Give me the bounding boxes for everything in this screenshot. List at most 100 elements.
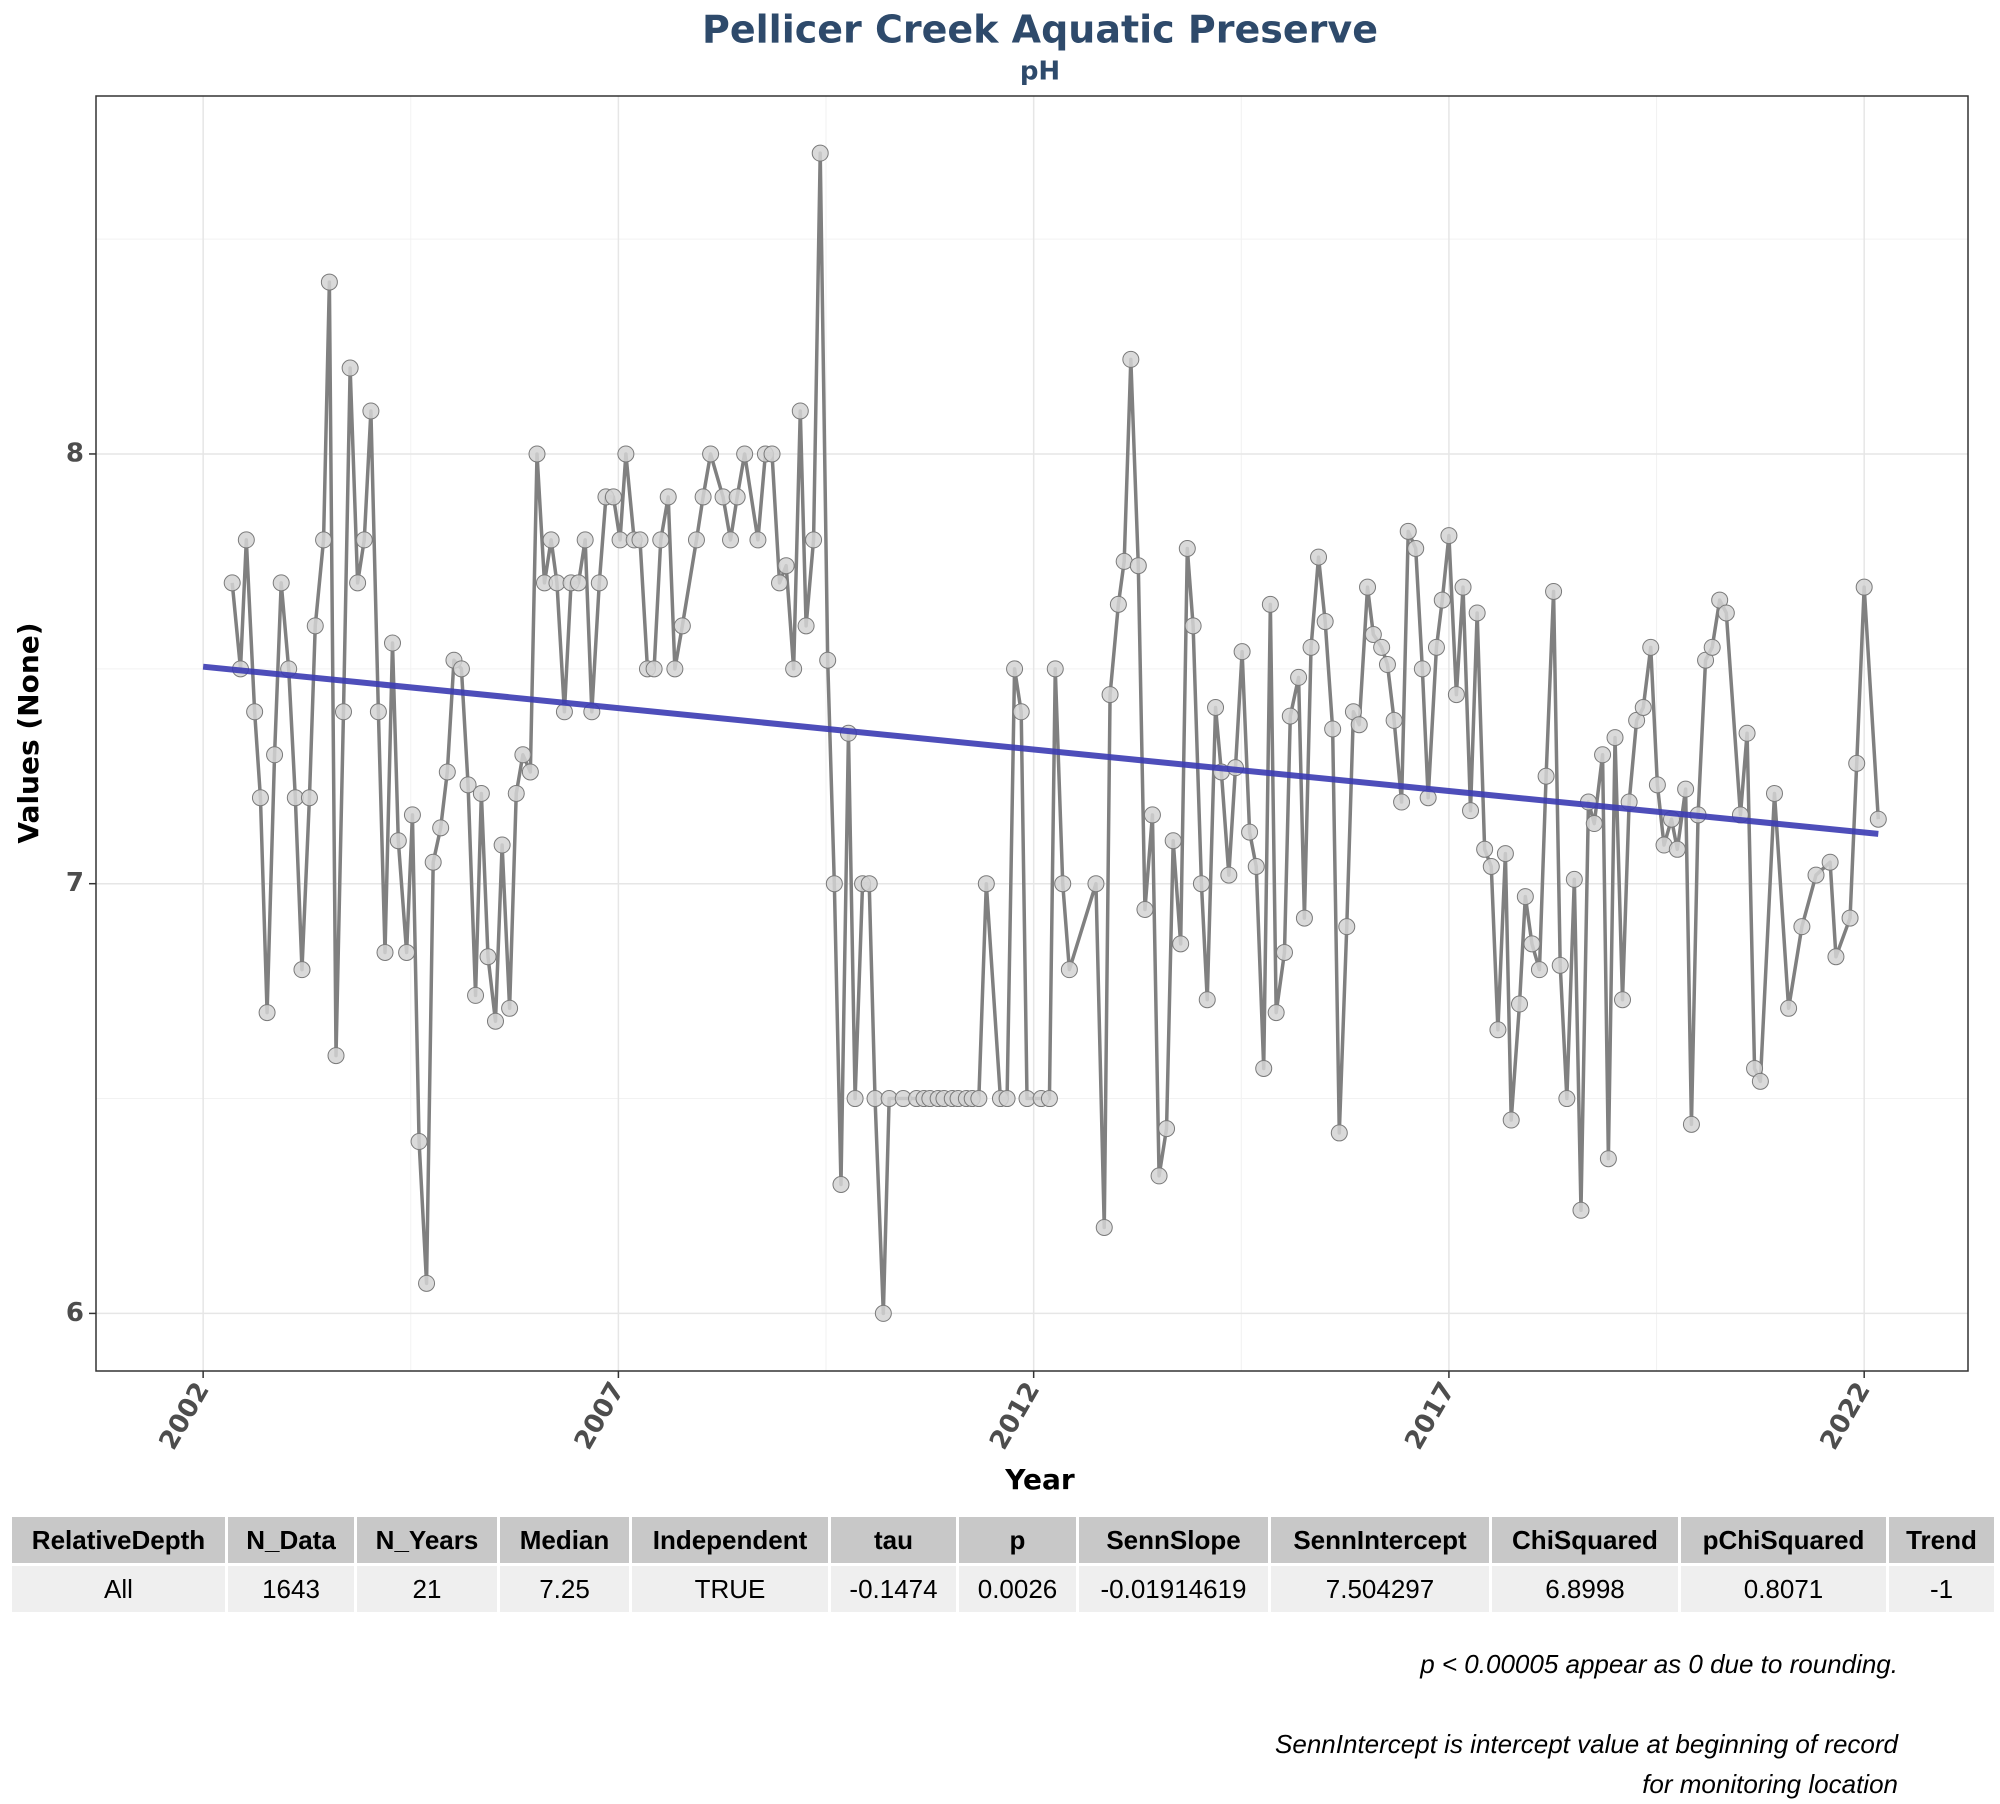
data-point	[542, 531, 560, 549]
data-point	[1247, 858, 1265, 876]
data-point	[1006, 660, 1024, 678]
data-point	[1614, 991, 1632, 1009]
data-point	[1385, 711, 1403, 729]
data-point	[389, 832, 407, 850]
table-cell: TRUE	[629, 1563, 831, 1615]
chart-subtitle: pH	[1020, 57, 1060, 87]
data-point	[970, 1090, 988, 1108]
data-point	[1855, 578, 1873, 596]
table-cell: 7.504297	[1268, 1563, 1492, 1615]
data-point	[237, 531, 255, 549]
data-point	[300, 789, 318, 807]
data-point	[1364, 625, 1382, 643]
data-point	[666, 660, 684, 678]
data-point	[1793, 918, 1811, 936]
table-cell: 1643	[225, 1563, 357, 1615]
column-header: SennIntercept	[1268, 1514, 1492, 1566]
data-point	[501, 999, 519, 1017]
data-point	[341, 359, 359, 377]
data-point	[452, 660, 470, 678]
data-point	[1060, 961, 1078, 979]
data-point	[1350, 716, 1368, 734]
data-point	[349, 574, 367, 592]
data-line	[230, 151, 1881, 1316]
data-point	[293, 961, 311, 979]
data-point	[749, 531, 767, 549]
data-point	[590, 574, 608, 592]
data-point	[438, 763, 456, 781]
data-point	[1703, 638, 1721, 656]
data-point	[1523, 935, 1541, 953]
data-point	[1220, 866, 1238, 884]
x-tick-label: 2017	[1399, 1377, 1461, 1455]
data-point	[1046, 660, 1064, 678]
data-point	[1115, 552, 1133, 570]
data-point	[383, 634, 401, 652]
data-point	[1378, 656, 1396, 674]
data-point	[1558, 1090, 1576, 1108]
data-point	[1462, 802, 1480, 820]
data-point	[306, 617, 324, 635]
x-tick-label: 2007	[569, 1377, 631, 1455]
column-header: tau	[828, 1514, 959, 1566]
data-point	[1012, 703, 1030, 721]
data-point	[272, 574, 290, 592]
data-point	[1821, 853, 1839, 871]
data-point	[1738, 724, 1756, 742]
data-point	[1136, 900, 1154, 918]
data-point	[1572, 1201, 1590, 1219]
data-point	[722, 531, 740, 549]
column-header: N_Years	[354, 1514, 500, 1566]
column-header: ChiSquared	[1489, 1514, 1681, 1566]
data-point	[286, 789, 304, 807]
data-point	[315, 531, 333, 549]
data-point	[403, 806, 421, 824]
table-row: All 1643 21 7.25 TRUE -0.1474 0.0026 -0.0191461…	[9, 1563, 1997, 1615]
data-point	[1143, 806, 1161, 824]
table-cell: 21	[354, 1563, 500, 1615]
data-point	[1359, 578, 1377, 596]
chart: Pellicer Creek Aquatic Preserve pH Year …	[12, 8, 1969, 1496]
data-point	[362, 402, 380, 420]
data-point	[1594, 746, 1612, 764]
data-point	[604, 488, 622, 506]
data-point	[1565, 870, 1583, 888]
data-point	[1433, 591, 1451, 609]
column-header: SennSlope	[1076, 1514, 1271, 1566]
data-point	[1399, 522, 1417, 540]
data-point	[1095, 1218, 1113, 1236]
table-header: RelativeDepth N_Data N_Years Median Independ…	[9, 1514, 1997, 1566]
data-point	[846, 1090, 864, 1108]
data-point	[777, 557, 795, 575]
x-axis-label: Year	[1004, 1463, 1075, 1496]
data-point	[1551, 956, 1569, 974]
data-point	[805, 531, 823, 549]
data-point	[334, 703, 352, 721]
data-point	[1677, 780, 1695, 798]
data-point	[631, 531, 649, 549]
data-point	[521, 763, 539, 781]
trend-line	[202, 663, 1879, 837]
data-point	[1511, 995, 1529, 1013]
data-point	[1150, 1167, 1168, 1185]
data-point	[825, 875, 843, 893]
data-point	[251, 789, 269, 807]
data-point	[398, 943, 416, 961]
data-point	[1172, 935, 1190, 953]
data-point	[355, 531, 373, 549]
data-point	[369, 703, 387, 721]
y-axis-label: Values (None)	[12, 622, 45, 843]
data-point	[528, 445, 546, 463]
data-point	[1281, 707, 1299, 725]
stats-table: RelativeDepth N_Data N_Years Median Independ…	[9, 1514, 1997, 1615]
data-point	[1599, 1150, 1617, 1168]
data-point	[1295, 909, 1313, 927]
data-point	[832, 1175, 850, 1193]
data-point	[860, 875, 878, 893]
data-point	[548, 574, 566, 592]
data-point	[1780, 999, 1798, 1017]
data-point	[1848, 754, 1866, 772]
data-point	[479, 948, 497, 966]
data-point	[1192, 875, 1210, 893]
table-body: All 1643 21 7.25 TRUE -0.1474 0.0026 -0.0191461…	[9, 1563, 1997, 1615]
